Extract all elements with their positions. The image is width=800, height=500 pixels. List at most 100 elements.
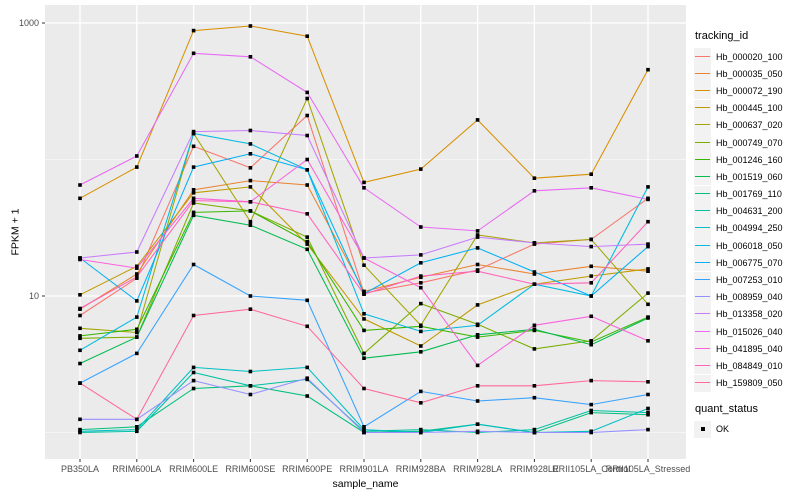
- data-point: [589, 402, 593, 407]
- data-point: [135, 272, 139, 276]
- data-point: [305, 394, 309, 398]
- data-point: [305, 157, 309, 162]
- series-color-line-icon: [695, 210, 710, 212]
- series-color-line-icon: [695, 330, 710, 332]
- data-point: [589, 264, 593, 269]
- legend-item-Hb_000637_020: Hb_000637_020: [694, 116, 800, 134]
- data-point: [646, 197, 650, 202]
- data-point: [191, 198, 196, 203]
- data-point: [419, 285, 423, 290]
- data-point: [305, 324, 309, 329]
- data-point: [305, 239, 309, 244]
- legend-item-Hb_159809_050: Hb_159809_050: [694, 374, 800, 392]
- legend-item-Hb_000445_100: Hb_000445_100: [694, 99, 800, 117]
- data-point: [475, 384, 480, 388]
- data-point: [475, 262, 480, 267]
- data-point: [589, 410, 593, 415]
- data-point: [191, 188, 196, 192]
- legend: tracking_id Hb_000020_100 Hb_000035_050 Hb…: [694, 30, 800, 438]
- series-color-line-icon: [695, 107, 710, 109]
- data-point: [475, 422, 480, 426]
- legend-label: Hb_000072_190: [716, 85, 783, 96]
- data-point: [646, 67, 650, 72]
- data-point: [589, 244, 593, 249]
- data-point: [191, 313, 196, 318]
- legend-key-swatch: [694, 168, 711, 186]
- data-point: [305, 298, 309, 303]
- series-color-line-icon: [695, 175, 710, 177]
- data-point: [305, 133, 309, 138]
- legend-label: Hb_008959_040: [716, 292, 783, 303]
- legend-key-swatch: [694, 116, 711, 134]
- data-point: [191, 210, 196, 215]
- x-tick-label: RRIM928LE: [510, 464, 559, 474]
- data-point: [532, 241, 537, 245]
- legend-title-quant-status: quant_status: [695, 402, 758, 415]
- data-point: [419, 430, 423, 435]
- data-point: [475, 246, 480, 250]
- data-point: [419, 281, 423, 285]
- data-point: [362, 356, 366, 360]
- data-point: [532, 189, 537, 193]
- y-tick-label: 1000: [19, 18, 39, 28]
- x-tick-label: RRIM928BA: [396, 464, 446, 474]
- x-tick-label: RRII105LA_Control: [552, 464, 630, 474]
- data-point: [475, 118, 480, 122]
- data-point: [646, 269, 650, 273]
- data-point: [305, 212, 309, 216]
- legend-label: Hb_004631_200: [716, 206, 783, 217]
- data-point: [305, 168, 309, 172]
- data-point: [362, 289, 366, 294]
- x-tick-label: PB350LA: [61, 464, 99, 474]
- data-point: [78, 313, 82, 318]
- data-point: [532, 395, 537, 400]
- legend-item-Hb_001246_160: Hb_001246_160: [694, 151, 800, 169]
- data-point: [646, 267, 650, 271]
- data-point: [589, 237, 593, 242]
- data-point: [135, 315, 139, 319]
- legend-key-swatch: [694, 219, 711, 237]
- data-point: [362, 180, 366, 185]
- data-point: [78, 361, 82, 366]
- data-point: [191, 144, 196, 149]
- legend-item-ok: OK: [694, 420, 800, 438]
- data-point: [305, 90, 309, 95]
- data-point: [191, 370, 196, 375]
- legend-label: Hb_001246_160: [716, 154, 783, 165]
- data-point: [362, 430, 366, 435]
- data-point: [646, 302, 650, 307]
- data-point: [248, 178, 253, 183]
- data-point: [135, 427, 139, 432]
- data-point: [419, 253, 423, 257]
- legend-label: Hb_000445_100: [716, 103, 783, 114]
- data-point: [135, 165, 139, 169]
- legend-key-swatch: [694, 374, 711, 392]
- legend-key-swatch: [694, 254, 711, 272]
- data-point: [475, 363, 480, 368]
- data-point: [419, 350, 423, 354]
- data-point: [362, 351, 366, 356]
- data-point: [532, 384, 537, 388]
- series-color-line-icon: [695, 89, 710, 91]
- data-point: [589, 314, 593, 319]
- data-point: [78, 257, 82, 262]
- series-color-line-icon: [695, 382, 710, 384]
- data-point: [78, 183, 82, 187]
- data-point: [305, 365, 309, 370]
- data-point: [362, 186, 366, 190]
- data-point: [419, 225, 423, 229]
- data-point: [419, 329, 423, 334]
- x-tick-label: RRIM928LA: [453, 464, 502, 474]
- data-point: [475, 429, 480, 434]
- data-point: [589, 172, 593, 176]
- data-point: [191, 213, 196, 218]
- legend-item-Hb_000749_070: Hb_000749_070: [694, 134, 800, 152]
- data-point: [646, 412, 650, 417]
- data-point: [248, 392, 253, 397]
- data-point: [475, 303, 480, 307]
- legend-item-Hb_008959_040: Hb_008959_040: [694, 288, 800, 306]
- series-color-line-icon: [695, 124, 710, 126]
- data-point: [191, 386, 196, 391]
- data-point: [362, 427, 366, 432]
- data-point: [78, 336, 82, 341]
